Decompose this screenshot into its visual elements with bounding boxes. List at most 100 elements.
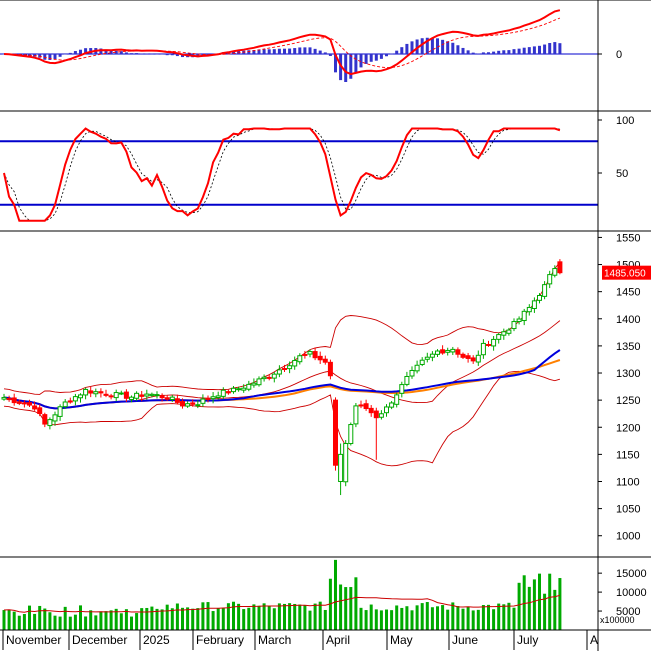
candle-body xyxy=(302,353,308,356)
price-candle xyxy=(557,259,563,275)
candle-body xyxy=(169,396,175,400)
candle-body xyxy=(496,334,502,340)
volume-bar xyxy=(221,608,225,630)
price-tick-label: 1100 xyxy=(616,476,640,488)
candle-body xyxy=(455,349,461,355)
macd-histogram-bar xyxy=(374,54,378,61)
price-candle xyxy=(511,318,517,332)
volume-bar xyxy=(502,604,506,630)
volume-unit-label: x100000 xyxy=(600,615,635,625)
macd-histogram-bar xyxy=(318,50,322,54)
macd-histogram-bar xyxy=(272,49,276,54)
price-candle xyxy=(27,399,32,408)
macd-histogram-bar xyxy=(451,42,455,54)
candle-body xyxy=(368,407,374,414)
volume-bar xyxy=(364,610,368,630)
volume-bar xyxy=(155,608,159,630)
price-candle xyxy=(1,393,7,401)
candle-body xyxy=(445,349,451,353)
macd-histogram-bar xyxy=(181,54,184,58)
price-candle xyxy=(195,400,201,409)
price-candle xyxy=(108,393,114,400)
price-candle xyxy=(409,366,415,379)
candle-body xyxy=(460,353,466,358)
candle-body xyxy=(399,384,405,394)
last-price-label: 1485.050 xyxy=(604,269,646,280)
macd-histogram-bar xyxy=(476,53,480,54)
price-candle xyxy=(333,397,338,471)
price-candle xyxy=(378,410,384,420)
price-candle xyxy=(261,374,267,382)
candle-body xyxy=(409,369,415,377)
macd-histogram-bar xyxy=(543,44,547,54)
candle-body xyxy=(190,402,196,405)
macd-histogram-bar xyxy=(400,47,404,54)
macd-histogram-bar xyxy=(135,53,139,54)
volume-bar xyxy=(226,603,230,630)
price-candle xyxy=(547,270,553,289)
price-candle xyxy=(83,387,89,400)
volume-bar xyxy=(456,606,460,630)
price-tick-label: 1300 xyxy=(616,368,640,380)
candle-body xyxy=(531,300,537,309)
price-candle xyxy=(455,347,461,358)
stochastic-d-line xyxy=(3,128,560,222)
volume-bar xyxy=(262,603,266,630)
volume-tick-label: 15000 xyxy=(616,568,647,580)
volume-tick-label: 10000 xyxy=(616,587,647,599)
macd-histogram-bar xyxy=(288,48,292,54)
last-price-box xyxy=(602,265,651,280)
volume-bar xyxy=(170,608,174,630)
macd-histogram-bar xyxy=(507,50,511,54)
volume-bar xyxy=(247,607,251,630)
candle-body xyxy=(266,376,272,379)
candle-body xyxy=(358,404,364,407)
price-candle xyxy=(414,360,420,374)
macd-histogram-bar xyxy=(390,53,394,55)
macd-histogram-bar xyxy=(553,42,557,54)
candle-body xyxy=(103,393,109,396)
candle-body xyxy=(256,378,262,386)
candle-body xyxy=(312,351,318,359)
macd-histogram-bar xyxy=(430,37,434,54)
volume-bar xyxy=(68,616,72,630)
volume-bar xyxy=(492,609,496,630)
price-candle xyxy=(450,346,456,355)
price-candle xyxy=(491,336,497,351)
axis-labels: 0100501550150014501400135013001250120011… xyxy=(6,49,651,647)
price-candle xyxy=(470,355,476,364)
x-axis-label: A xyxy=(590,633,598,647)
macd-histogram-bar xyxy=(425,37,429,54)
price-candle xyxy=(271,372,277,383)
price-candle xyxy=(6,395,12,402)
macd-histogram-bar xyxy=(114,50,118,54)
candle-body xyxy=(6,398,12,401)
volume-bar xyxy=(303,605,307,630)
price-candle xyxy=(47,417,53,430)
x-axis-label: April xyxy=(326,633,350,647)
x-axis-label: May xyxy=(390,633,413,647)
candle-body xyxy=(57,406,63,417)
volume-bar xyxy=(385,609,388,630)
macd-histogram-bar xyxy=(130,53,133,54)
stochastic-tick-label: 50 xyxy=(616,168,628,180)
price-candle xyxy=(531,297,537,313)
x-axis-label: June xyxy=(452,633,478,647)
macd-histogram-bar xyxy=(466,50,470,54)
volume-bar xyxy=(476,609,480,630)
price-candle xyxy=(88,386,94,398)
price-candle xyxy=(205,395,211,403)
volume-bar xyxy=(507,602,511,630)
price-candle xyxy=(343,440,349,487)
price-candle xyxy=(144,389,150,400)
price-candle xyxy=(404,371,410,387)
candle-body xyxy=(307,351,313,355)
price-candle xyxy=(322,355,328,365)
price-candle xyxy=(552,265,558,278)
price-candle xyxy=(246,380,252,392)
volume-bar xyxy=(487,604,490,630)
volume-bar xyxy=(441,605,445,630)
price-candle xyxy=(440,345,446,355)
volume-bar xyxy=(191,608,195,630)
candle-body xyxy=(506,329,512,334)
